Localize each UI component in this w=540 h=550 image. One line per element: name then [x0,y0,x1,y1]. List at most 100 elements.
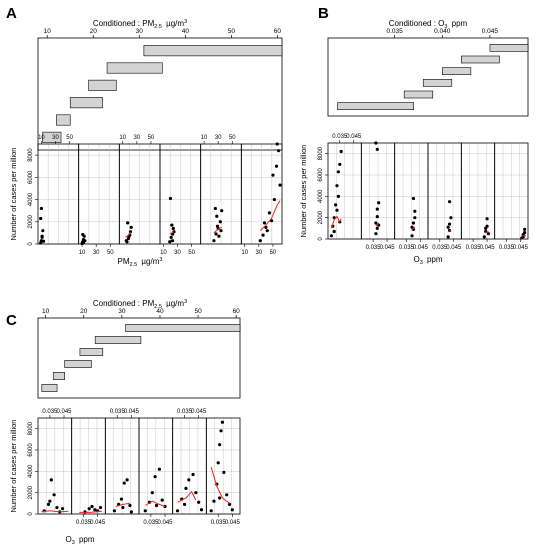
data-point [61,507,65,511]
given-interval-bar [41,384,58,392]
fit-line [213,226,222,234]
y-tick-label: 4000 [318,189,324,203]
data-point [220,209,224,213]
data-point [112,509,116,513]
data-point [122,481,126,485]
dependency-panel-frame [494,142,529,240]
y-tick-label: 6000 [28,170,34,184]
data-point [215,224,220,228]
data-point [375,226,379,230]
data-point [157,467,161,471]
data-point [218,220,222,224]
data-point [49,478,53,482]
x-axis-label: O3 ppm [413,255,442,266]
data-point [486,232,491,236]
data-point [329,234,333,238]
data-point [197,500,201,504]
data-point [375,147,379,151]
given-interval-bar [403,90,434,99]
data-point [87,507,91,511]
x-tick-label: 0.045 [513,245,529,251]
x-tick-label: 30 [93,250,100,256]
x-tick-label: 0.035 [432,245,448,251]
data-point [219,429,223,433]
given-tick-label: 20 [90,28,98,35]
y-tick-label: 6000 [318,168,324,182]
x-axis-label: O3 ppm [65,535,94,546]
given-interval-bar [489,44,529,52]
data-point [272,197,276,202]
data-point [199,508,204,512]
data-point [335,208,339,212]
x-tick-label: 0.045 [446,245,462,251]
given-interval-bar [461,55,500,64]
given-interval-bar [94,336,142,344]
dependency-panel: 10 30 50 [240,142,283,256]
data-point [410,225,414,229]
y-tick-label: 2000 [28,214,34,228]
given-tick-label: 30 [118,308,126,315]
fit-line [169,231,175,235]
data-point [413,209,417,213]
fit-line [115,502,130,507]
data-point [225,493,229,497]
y-tick-label: 4000 [28,192,34,206]
data-point [275,142,279,146]
panel-label-b: B [318,5,329,22]
panel-label-a: A [6,5,17,22]
data-point [209,509,213,513]
data-point [377,201,381,205]
x-tick-label: 50 [229,135,236,141]
data-point [374,232,378,236]
data-point [413,216,417,220]
dependency-panel-frame [205,417,241,515]
data-point [194,491,198,495]
y-tick-label: 2000 [318,210,324,224]
fit-line [210,466,230,504]
x-tick-label: 10 [79,250,86,256]
data-point [170,239,175,243]
data-point [81,232,85,237]
fit-line [125,231,132,238]
data-point [187,478,191,482]
x-axis-label: PM2.5 µg/m3 [118,257,163,268]
data-point [336,194,340,198]
data-point [261,233,265,237]
data-point [41,239,46,243]
given-interval-bar [125,324,241,332]
given-interval-bar [56,114,71,126]
data-point [222,470,226,474]
data-point [125,240,129,244]
data-point [170,223,174,227]
x-tick-label: 10 [160,250,167,256]
dependency-panel-frame [240,143,283,245]
data-point [262,221,267,225]
panel-c: Conditioned : PM2.5 µg/m3 10 20 30 40 50 60 Num… [9,299,241,546]
y-tick-label: 8000 [28,421,34,435]
panel-a: Conditioned : PM2.5 µg/m3 10 20 30 40 50 60 Num… [9,19,283,268]
data-point [338,162,342,166]
x-tick-label: 10 [201,135,208,141]
x-tick-label: 10 [119,135,126,141]
data-point [168,240,172,244]
data-point [129,510,133,514]
data-point [150,491,154,495]
x-tick-label: 50 [148,135,155,141]
data-point [447,200,452,204]
y-tick-label: 6000 [28,443,34,457]
data-point [219,229,223,233]
x-tick-label: 0.035 [332,134,348,140]
x-tick-label: 0.035 [211,520,227,526]
x-tick-label: 0.045 [225,520,241,526]
x-tick-label: 0.035 [499,245,515,251]
x-tick-label: 10 [241,250,248,256]
data-point [276,149,281,153]
